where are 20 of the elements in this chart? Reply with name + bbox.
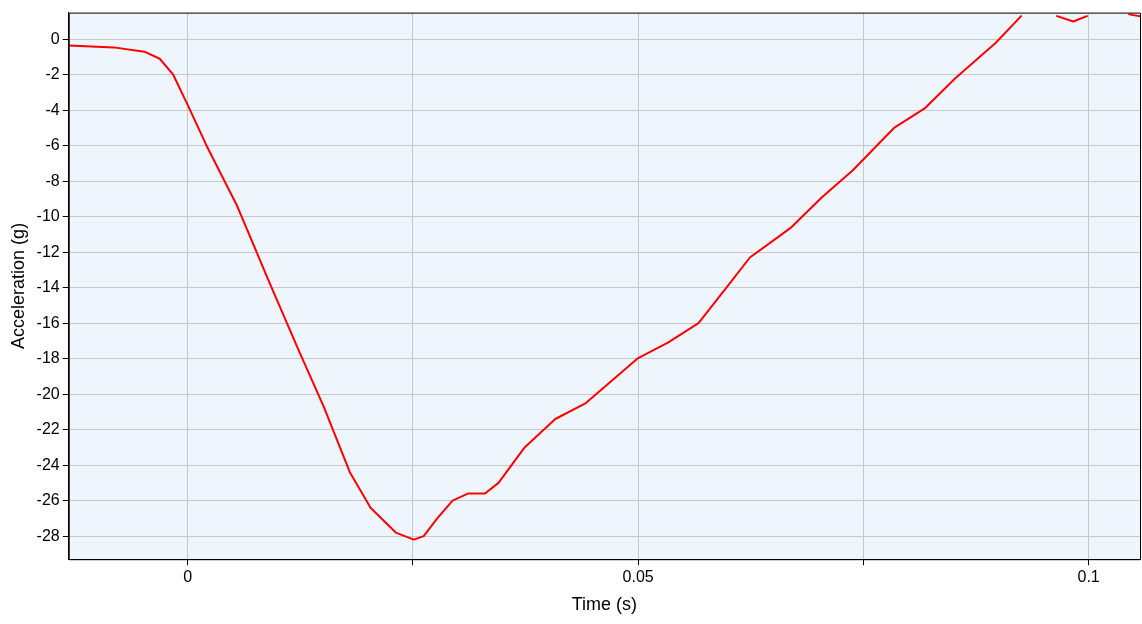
x-tick-label: 0.1: [1077, 568, 1100, 586]
y-tick-label: -8: [45, 171, 60, 189]
y-axis-title: Acceleration (g): [7, 222, 28, 349]
y-tick-label: -6: [45, 136, 60, 154]
y-tick-label: -28: [36, 526, 60, 544]
y-tick-label: -20: [36, 384, 60, 402]
y-tick-label: -14: [36, 278, 60, 296]
y-tick-label: -4: [45, 100, 60, 118]
y-tick-label: -24: [36, 455, 60, 473]
x-axis-title: Time (s): [571, 594, 638, 615]
y-tick-label: -26: [36, 491, 60, 509]
x-tick-label: 0: [183, 568, 193, 586]
y-tick-label: -22: [36, 420, 60, 438]
y-tick-label: -10: [36, 207, 60, 225]
y-tick-label: 0: [50, 29, 60, 47]
y-tick-label: -2: [45, 65, 60, 83]
x-tick-label: 0.05: [622, 568, 654, 586]
y-tick-label: -18: [36, 349, 60, 367]
y-tick-label: -16: [36, 313, 60, 331]
y-tick-label: -12: [36, 242, 60, 260]
